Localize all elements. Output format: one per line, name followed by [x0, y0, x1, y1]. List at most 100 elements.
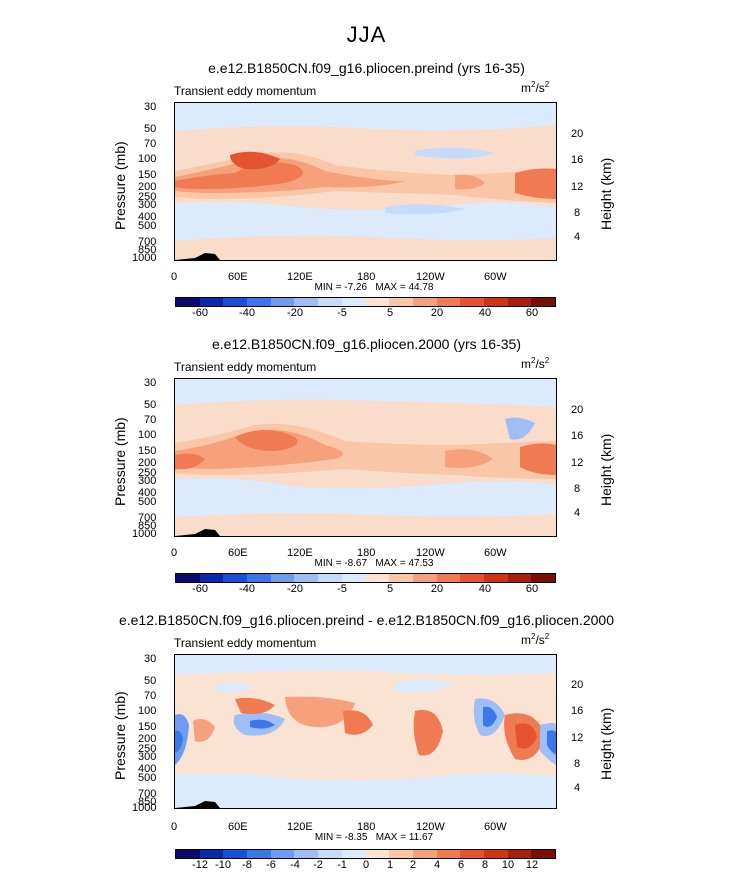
lon-tick: 60W — [484, 821, 507, 833]
colorbar-swatch — [507, 298, 532, 306]
height-tick: 4 — [574, 507, 581, 519]
colorbar-label: 2 — [409, 859, 417, 871]
colorbar-swatch — [460, 298, 484, 306]
colorbar-swatch — [294, 850, 319, 858]
pressure-tick: 200 — [138, 733, 157, 745]
lon-tick: 60W — [484, 547, 507, 559]
panel-1-variable: Transient eddy momentum — [174, 84, 317, 98]
height-tick: 4 — [574, 231, 581, 243]
height-tick: 12 — [571, 732, 584, 744]
pressure-tick: 300 — [138, 751, 157, 763]
pressure-tick: 30 — [144, 653, 157, 665]
height-tick: 8 — [574, 758, 581, 770]
colorbar-label: 0 — [362, 859, 370, 871]
colorbar-label: 10 — [501, 859, 515, 871]
colorbar-swatch — [531, 850, 555, 858]
colorbar-label: 8 — [481, 859, 489, 871]
panel-3-field — [175, 655, 556, 808]
lon-tick: 180 — [357, 821, 376, 833]
panel-2-variable: Transient eddy momentum — [174, 360, 317, 374]
pressure-tick: 700 — [138, 512, 157, 524]
panel-3-colorbar — [175, 849, 556, 859]
lon-tick: 0 — [171, 547, 178, 559]
colorbar-swatch — [270, 298, 295, 306]
colorbar-swatch — [436, 850, 461, 858]
panel-2-colorbar — [175, 573, 556, 583]
colorbar-swatch — [507, 574, 532, 582]
colorbar-label: -60 — [192, 307, 208, 319]
colorbar-swatch — [531, 574, 555, 582]
colorbar-label: 12 — [525, 859, 539, 871]
panel-2-field — [175, 379, 556, 536]
colorbar-swatch — [365, 850, 390, 858]
pressure-tick: 250 — [138, 467, 157, 479]
pressure-tick: 50 — [144, 675, 157, 687]
colorbar-swatch — [341, 574, 366, 582]
pressure-tick: 150 — [138, 445, 157, 457]
pressure-tick: 250 — [138, 743, 157, 755]
colorbar-swatch — [318, 298, 342, 306]
pressure-tick: 400 — [138, 211, 157, 223]
height-tick: 16 — [571, 705, 584, 717]
pressure-tick: 70 — [144, 138, 157, 150]
colorbar-swatch — [531, 298, 555, 306]
colorbar-swatch — [483, 574, 508, 582]
colorbar-swatch — [365, 298, 390, 306]
colorbar-label: 60 — [525, 583, 539, 595]
pressure-tick: 700 — [138, 236, 157, 248]
colorbar-swatch — [270, 850, 295, 858]
colorbar-label: -5 — [337, 307, 347, 319]
lon-tick: 180 — [357, 547, 376, 559]
pressure-tick: 200 — [138, 457, 157, 469]
panel-3-minmax: MIN = -8.35 MAX = 11.67 — [314, 832, 434, 843]
lon-tick: 0 — [171, 271, 178, 283]
pressure-tick: 300 — [138, 475, 157, 487]
height-tick: 4 — [574, 782, 581, 794]
panel-2-title: e.e12.B1850CN.f09_g16.pliocen.2000 (yrs … — [212, 336, 521, 352]
lon-tick: 120E — [287, 271, 313, 283]
colorbar-swatch — [176, 850, 200, 858]
height-tick: 12 — [571, 181, 584, 193]
panel-1-plot — [174, 102, 557, 261]
colorbar-label: 5 — [386, 307, 394, 319]
lon-tick: 180 — [357, 271, 376, 283]
colorbar-swatch — [483, 298, 508, 306]
lon-tick: 60E — [228, 547, 248, 559]
colorbar-swatch — [199, 298, 224, 306]
pressure-tick: 70 — [144, 690, 157, 702]
colorbar-label: -20 — [287, 307, 303, 319]
panel-3-variable: Transient eddy momentum — [174, 636, 317, 650]
panel-2-height-label: Height (km) — [598, 433, 614, 506]
colorbar-swatch — [318, 850, 342, 858]
panel-1-field — [175, 103, 556, 260]
pressure-tick: 70 — [144, 414, 157, 426]
height-tick: 20 — [571, 679, 584, 691]
colorbar-swatch — [412, 298, 437, 306]
colorbar-swatch — [389, 574, 413, 582]
colorbar-label: -5 — [337, 583, 347, 595]
colorbar-label: 60 — [525, 307, 539, 319]
panel-1-units: m2/s2 — [521, 80, 550, 95]
height-tick: 8 — [574, 483, 581, 495]
height-tick: 12 — [571, 457, 584, 469]
pressure-tick: 150 — [138, 169, 157, 181]
pressure-tick: 1000 — [132, 528, 157, 540]
panel-1-height-label: Height (km) — [598, 157, 614, 230]
pressure-tick: 500 — [138, 220, 157, 232]
panel-3-height-label: Height (km) — [598, 707, 614, 780]
colorbar-swatch — [199, 850, 224, 858]
pressure-tick: 100 — [138, 429, 157, 441]
pressure-tick: 250 — [138, 191, 157, 203]
pressure-tick: 50 — [144, 123, 157, 135]
colorbar-swatch — [176, 574, 200, 582]
colorbar-swatch — [294, 574, 319, 582]
pressure-tick: 300 — [138, 199, 157, 211]
colorbar-label: -40 — [239, 583, 255, 595]
colorbar-swatch — [412, 850, 437, 858]
lon-tick: 120W — [416, 271, 445, 283]
figure-title: JJA — [346, 22, 387, 47]
colorbar-swatch — [294, 298, 319, 306]
colorbar-label: -40 — [239, 307, 255, 319]
lon-tick: 0 — [171, 821, 178, 833]
colorbar-label: 40 — [478, 307, 492, 319]
